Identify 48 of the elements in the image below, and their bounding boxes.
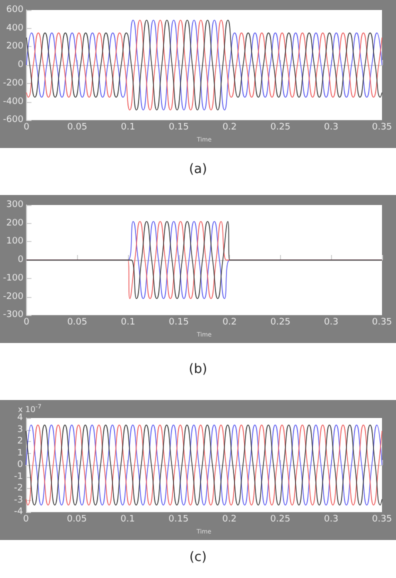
x-tick-label: 0.05 bbox=[66, 514, 87, 525]
x-tick-label: 0.2 bbox=[222, 514, 237, 525]
x-tick-label: 0.1 bbox=[120, 122, 136, 133]
x-tick-label: 0.1 bbox=[120, 318, 136, 328]
x-tick-label: 0.35 bbox=[372, 122, 392, 133]
x-tick-label: 0.2 bbox=[222, 318, 237, 328]
text: (b) bbox=[188, 362, 208, 377]
x-tick-label: 0.3 bbox=[324, 318, 338, 328]
y-tick-label: -1 bbox=[14, 472, 23, 482]
x-tick-label: 0.3 bbox=[324, 514, 338, 525]
x-tick-label: 0.25 bbox=[270, 318, 290, 328]
y-tick-label: -200 bbox=[2, 78, 24, 88]
y-tick-label: -4 bbox=[14, 507, 24, 518]
text: (a) bbox=[188, 162, 208, 177]
x-tick-label: 0.05 bbox=[67, 122, 88, 133]
y-tick-label: 0 bbox=[18, 255, 24, 266]
y-tick-label: -600 bbox=[2, 115, 24, 126]
y-tick-label: 3 bbox=[17, 424, 23, 435]
y-tick-label: 4 bbox=[17, 413, 24, 423]
x-tick-label: 0.15 bbox=[168, 514, 189, 525]
y-tick-label: -3 bbox=[14, 495, 23, 506]
x-tick-label: 0.15 bbox=[168, 318, 189, 328]
y-tick-label: 0 bbox=[18, 60, 24, 70]
x-tick-label: 0.25 bbox=[270, 122, 290, 133]
x-tick-label: 0.2 bbox=[222, 122, 237, 133]
y-tick-label: 100 bbox=[6, 236, 24, 247]
x-tick-label: 0.3 bbox=[324, 122, 338, 133]
y-tick-label: 200 bbox=[6, 42, 24, 52]
y-tick-label: 1 bbox=[17, 448, 23, 458]
y-tick-label: -200 bbox=[2, 292, 24, 302]
x-tick-label: 0.1 bbox=[120, 514, 135, 525]
y-tick-label: 0 bbox=[17, 460, 24, 470]
y-tick-label: 400 bbox=[6, 23, 24, 34]
x-tick-label: 0.35 bbox=[372, 318, 392, 328]
x-tick-label: 0.15 bbox=[168, 122, 189, 133]
y-tick-label: -400 bbox=[2, 96, 24, 107]
y-tick-label: -100 bbox=[2, 273, 24, 284]
x-tick-label: 0.25 bbox=[270, 514, 290, 525]
y-tick-label: -2 bbox=[14, 484, 23, 494]
y-tick-label: 2 bbox=[17, 436, 23, 447]
y-tick-label: -300 bbox=[2, 310, 24, 320]
x-tick-label: 0.05 bbox=[67, 318, 88, 328]
y-tick-label: 600 bbox=[6, 5, 24, 15]
y-tick-label: 300 bbox=[6, 200, 24, 210]
x-tick-label: 0.35 bbox=[372, 514, 392, 525]
line-series bbox=[26, 20, 382, 110]
y-tick-label: 200 bbox=[6, 218, 24, 228]
text: (c) bbox=[188, 550, 208, 565]
